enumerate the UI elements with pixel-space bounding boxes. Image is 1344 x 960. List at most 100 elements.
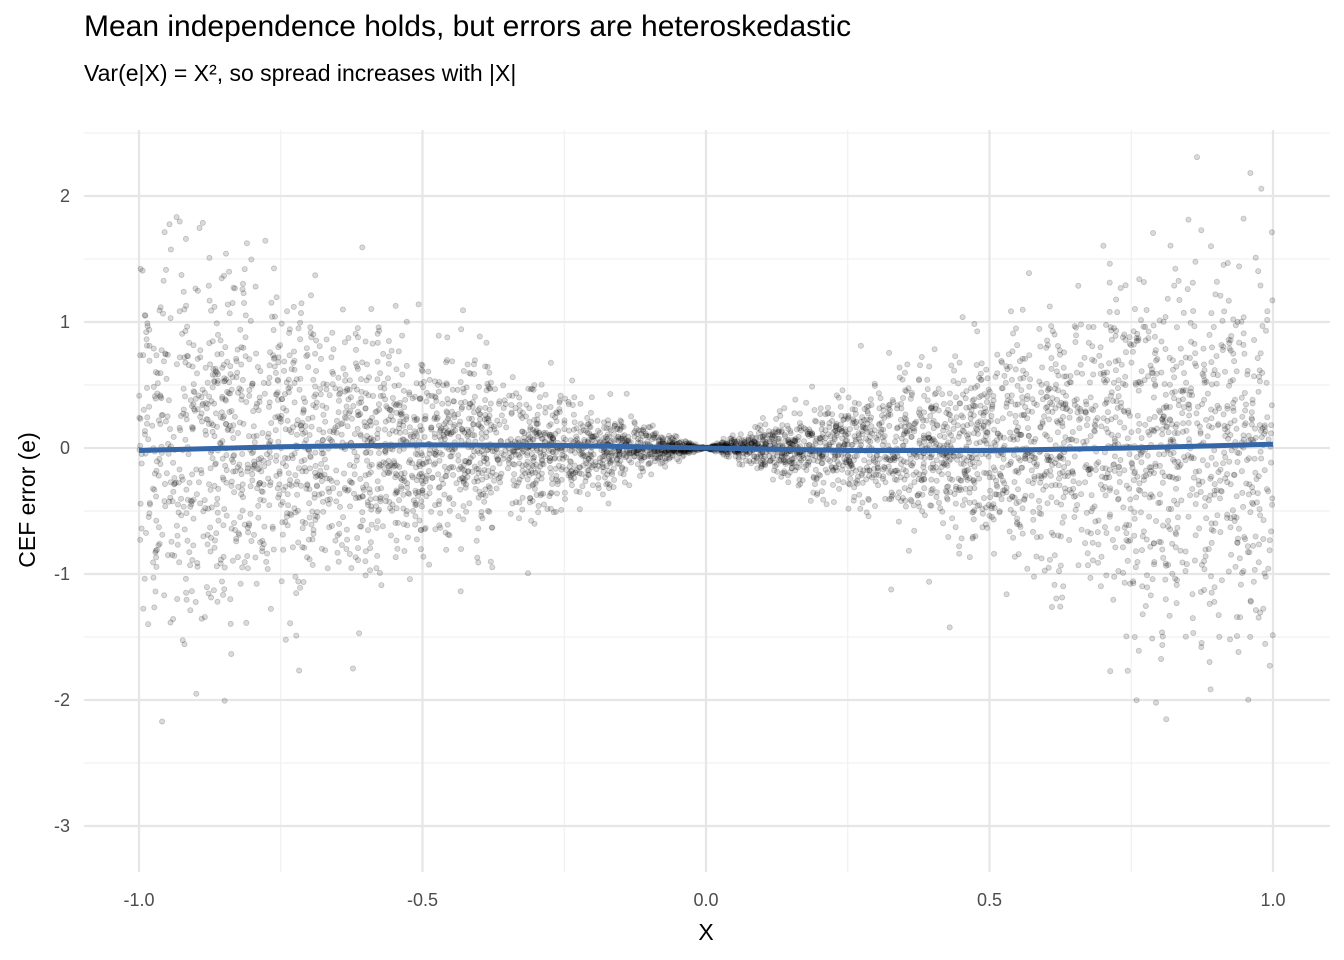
scatter-point (1209, 344, 1216, 351)
scatter-point (732, 453, 739, 460)
scatter-point (1087, 574, 1094, 581)
scatter-point (1199, 478, 1206, 485)
scatter-point (820, 479, 827, 486)
scatter-point (382, 447, 389, 454)
scatter-point (754, 465, 761, 472)
scatter-point (1166, 381, 1173, 388)
scatter-point (292, 472, 299, 479)
scatter-point (312, 449, 319, 456)
scatter-point (466, 369, 473, 376)
scatter-point (1240, 215, 1247, 222)
scatter-point (1143, 536, 1150, 543)
scatter-point (830, 481, 837, 488)
scatter-point (960, 391, 967, 398)
scatter-point (829, 417, 836, 424)
scatter-point (1182, 548, 1189, 555)
scatter-point (377, 370, 384, 377)
scatter-point (481, 466, 488, 473)
scatter-point (1162, 576, 1169, 583)
scatter-point (415, 492, 422, 499)
scatter-point (476, 449, 483, 456)
scatter-point (580, 451, 587, 458)
scatter-point (1075, 562, 1082, 569)
scatter-point (668, 449, 675, 456)
scatter-point (178, 495, 185, 502)
scatter-point (940, 520, 947, 527)
scatter-point (220, 553, 227, 560)
scatter-point (143, 336, 150, 343)
scatter-point (445, 531, 452, 538)
scatter-point (1011, 494, 1018, 501)
scatter-point (1167, 473, 1174, 480)
scatter-point (947, 400, 954, 407)
scatter-point (165, 440, 172, 447)
scatter-point (209, 455, 216, 462)
scatter-point (1138, 434, 1145, 441)
scatter-point (160, 277, 167, 284)
scatter-point (300, 406, 307, 413)
scatter-point (410, 433, 417, 440)
scatter-point (1240, 503, 1247, 510)
scatter-point (457, 486, 464, 493)
scatter-point (301, 464, 308, 471)
scatter-point (872, 502, 879, 509)
scatter-point (358, 388, 365, 395)
scatter-point (568, 468, 575, 475)
scatter-point (785, 440, 792, 447)
scatter-point (265, 403, 272, 410)
scatter-point (505, 460, 512, 467)
scatter-point (1145, 328, 1152, 335)
scatter-point (286, 326, 293, 333)
scatter-point (339, 306, 346, 313)
scatter-point (255, 460, 262, 467)
scatter-point (238, 344, 245, 351)
scatter-point (1011, 478, 1018, 485)
scatter-point (1112, 544, 1119, 551)
scatter-point (140, 406, 147, 413)
scatter-point (902, 503, 909, 510)
scatter-point (1190, 474, 1197, 481)
scatter-point (542, 404, 549, 411)
scatter-point (270, 546, 277, 553)
scatter-point (654, 434, 661, 441)
scatter-point (1213, 380, 1220, 387)
scatter-point (1252, 533, 1259, 540)
scatter-point (211, 537, 218, 544)
scatter-point (774, 452, 781, 459)
scatter-point (402, 396, 409, 403)
scatter-point (434, 414, 441, 421)
scatter-point (1006, 496, 1013, 503)
scatter-point (806, 458, 813, 465)
scatter-point (471, 432, 478, 439)
scatter-point (250, 448, 257, 455)
scatter-point (879, 412, 886, 419)
scatter-point (429, 474, 436, 481)
scatter-point (1169, 421, 1176, 428)
scatter-point (373, 565, 380, 572)
scatter-point (751, 453, 758, 460)
scatter-point (1160, 522, 1167, 529)
scatter-point (173, 361, 180, 368)
scatter-point (1206, 600, 1213, 607)
scatter-point (1018, 387, 1025, 394)
scatter-point (1052, 361, 1059, 368)
scatter-point (1123, 349, 1130, 356)
scatter-point (998, 473, 1005, 480)
scatter-point (354, 545, 361, 552)
scatter-point (949, 476, 956, 483)
scatter-point (313, 337, 320, 344)
scatter-point (853, 452, 860, 459)
scatter-point (1066, 414, 1073, 421)
scatter-point (1231, 417, 1238, 424)
scatter-point (1111, 467, 1118, 474)
scatter-point (1269, 632, 1276, 639)
scatter-point (1152, 350, 1159, 357)
scatter-point (1203, 416, 1210, 423)
scatter-point (279, 531, 286, 538)
scatter-point (236, 531, 243, 538)
scatter-point (778, 473, 785, 480)
scatter-point (284, 491, 291, 498)
scatter-point (1188, 338, 1195, 345)
scatter-point (599, 491, 606, 498)
scatter-point (1170, 366, 1177, 373)
